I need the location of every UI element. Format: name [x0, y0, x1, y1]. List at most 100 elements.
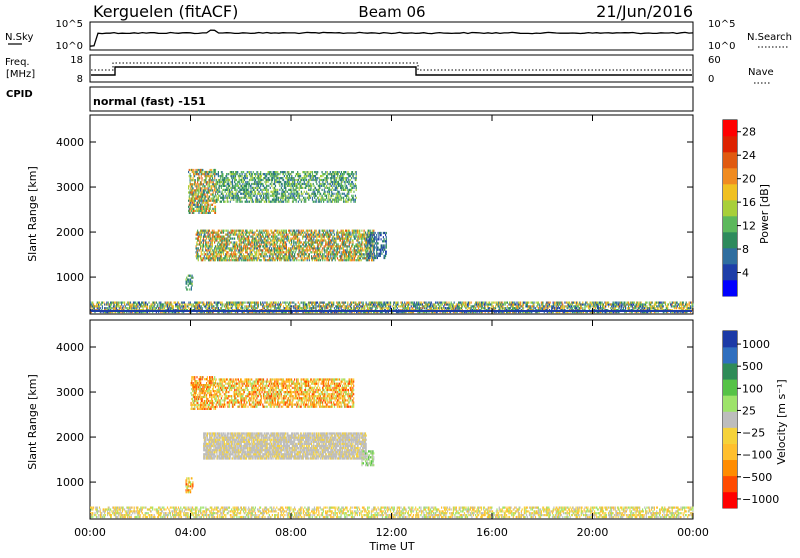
- power-echo-cell: [214, 241, 215, 243]
- power-echo-cell: [301, 255, 302, 257]
- power-echo-cell: [213, 305, 214, 307]
- power-echo-cell: [236, 234, 237, 236]
- power-echo-cell: [198, 257, 199, 259]
- power-echo-cell: [655, 307, 656, 309]
- power-echo-cell: [244, 243, 245, 245]
- power-echo-cell: [306, 303, 307, 305]
- power-echo-cell: [572, 303, 573, 305]
- power-echo-cell: [179, 303, 180, 305]
- power-echo-cell: [227, 238, 228, 240]
- power-echo-cell: [431, 303, 432, 305]
- power-echo-cell: [204, 193, 205, 195]
- power-echo-cell: [333, 247, 334, 249]
- power-echo-cell: [298, 238, 299, 240]
- power-echo-cell: [499, 302, 500, 304]
- power-echo-cell: [301, 245, 302, 247]
- power-echo-cell: [206, 177, 207, 179]
- power-echo-cell: [606, 303, 607, 305]
- power-echo-cell: [553, 302, 554, 304]
- power-echo-cell: [199, 202, 200, 204]
- power-echo-cell: [205, 173, 206, 175]
- power-echo-cell: [206, 210, 207, 212]
- power-echo-cell: [403, 303, 404, 305]
- power-echo-cell: [221, 255, 222, 257]
- power-echo-cell: [283, 251, 284, 253]
- power-data-layer: [90, 169, 693, 313]
- power-echo-cell: [605, 305, 606, 307]
- power-echo-cell: [520, 302, 521, 304]
- power-echo-cell: [201, 187, 202, 189]
- power-echo-cell: [333, 255, 334, 257]
- power-echo-cell: [447, 303, 448, 305]
- power-echo-cell: [283, 257, 284, 259]
- power-echo-cell: [269, 257, 270, 259]
- power-echo-cell: [257, 243, 258, 245]
- power-echo-cell: [190, 302, 191, 304]
- power-echo-cell: [305, 257, 306, 259]
- power-echo-cell: [334, 234, 335, 236]
- power-echo-cell: [305, 239, 306, 241]
- power-echo-cell: [431, 302, 432, 304]
- power-echo-cell: [230, 249, 231, 251]
- power-echo-cell: [239, 249, 240, 251]
- power-echo-cell: [185, 305, 186, 307]
- power-echo-cell: [221, 253, 222, 255]
- power-echo-cell: [212, 239, 213, 241]
- power-echo-cell: [302, 257, 303, 259]
- power-echo-cell: [274, 251, 275, 253]
- power-echo-cell: [310, 247, 311, 249]
- power-echo-cell: [257, 230, 258, 232]
- power-echo-cell: [194, 175, 195, 177]
- power-echo-cell: [311, 236, 312, 238]
- power-echo-cell: [210, 255, 211, 257]
- power-echo-cell: [655, 303, 656, 305]
- power-echo-cell: [475, 307, 476, 309]
- power-echo-cell: [277, 241, 278, 243]
- power-echo-cell: [124, 302, 125, 304]
- power-echo-cell: [192, 206, 193, 208]
- power-echo-cell: [279, 253, 280, 255]
- power-echo-cell: [530, 305, 531, 307]
- power-echo-cell: [183, 305, 184, 307]
- power-echo-cell: [224, 241, 225, 243]
- power-echo-cell: [208, 175, 209, 177]
- power-echo-cell: [214, 187, 215, 189]
- power-echo-cell: [190, 279, 191, 281]
- power-echo-cell: [339, 251, 340, 253]
- power-echo-cell: [208, 303, 209, 305]
- power-echo-cell: [199, 191, 200, 193]
- power-echo-cell: [225, 257, 226, 259]
- power-echo-cell: [231, 303, 232, 305]
- power-echo-cell: [229, 303, 230, 305]
- power-echo-cell: [598, 303, 599, 305]
- power-echo-cell: [267, 245, 268, 247]
- power-echo-cell: [661, 302, 662, 304]
- power-echo-cell: [567, 302, 568, 304]
- power-echo-cell: [336, 243, 337, 245]
- power-echo-cell: [205, 305, 206, 307]
- power-echo-cell: [313, 249, 314, 251]
- power-echo-cell: [509, 302, 510, 304]
- power-echo-cell: [302, 238, 303, 240]
- power-echo-cell: [258, 305, 259, 307]
- power-echo-cell: [254, 255, 255, 257]
- power-echo-cell: [429, 302, 430, 304]
- power-echo-cell: [253, 239, 254, 241]
- power-echo-cell: [632, 302, 633, 304]
- power-echo-cell: [274, 239, 275, 241]
- power-echo-cell: [341, 230, 342, 232]
- power-echo-cell: [564, 302, 565, 304]
- power-echo-cell: [291, 249, 292, 251]
- power-echo-cell: [238, 234, 239, 236]
- power-echo-cell: [339, 302, 340, 304]
- power-echo-cell: [584, 303, 585, 305]
- power-echo-cell: [242, 307, 243, 309]
- power-echo-cell: [207, 253, 208, 255]
- power-echo-cell: [445, 307, 446, 309]
- power-echo-cell: [386, 305, 387, 307]
- power-echo-cell: [208, 187, 209, 189]
- power-echo-cell: [641, 302, 642, 304]
- power-echo-cell: [241, 259, 242, 261]
- power-echo-cell: [277, 249, 278, 251]
- power-echo-cell: [106, 307, 107, 309]
